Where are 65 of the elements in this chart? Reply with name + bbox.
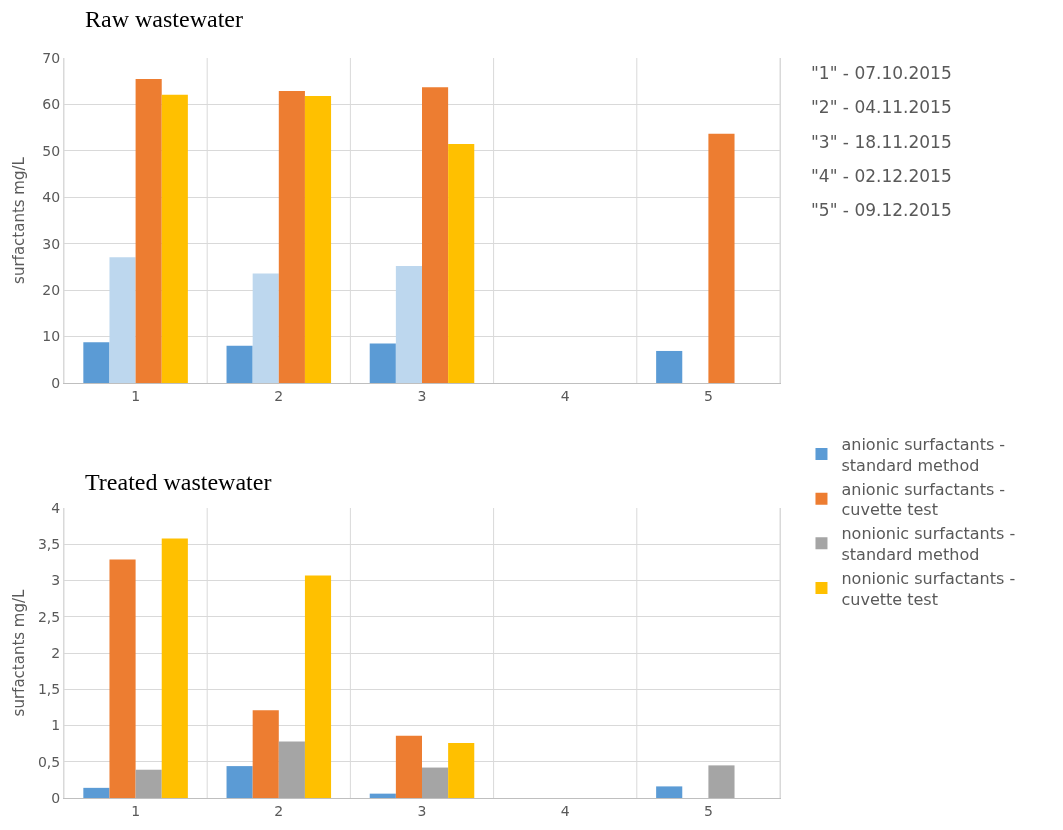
x-tick-label: 2 <box>274 802 284 819</box>
y-tick-label: 0 <box>51 789 61 806</box>
bar <box>708 133 735 383</box>
bar <box>422 87 449 383</box>
x-tick-label: 3 <box>417 387 427 404</box>
x-tick-label: 2 <box>274 387 284 404</box>
bar <box>656 786 683 798</box>
text: "5" - 09.12.2015 <box>811 200 952 220</box>
bar <box>448 143 475 383</box>
legend-label: nonionic surfactants - cuvette test <box>841 568 1016 609</box>
x-tick-label: 5 <box>703 387 713 404</box>
y-tick-label: 60 <box>42 96 61 113</box>
text: "1" - 07.10.2015 <box>811 63 952 83</box>
y-tick-label: 50 <box>42 142 61 159</box>
y-tick-label: 2 <box>51 644 61 661</box>
bar <box>83 342 110 383</box>
bar <box>109 559 136 798</box>
bar <box>422 767 449 798</box>
x-tick-label: 5 <box>703 802 713 819</box>
bar <box>656 350 683 383</box>
y-tick-label: 3,5 <box>37 536 61 553</box>
bar <box>135 769 162 798</box>
text: "4" - 02.12.2015 <box>811 166 952 186</box>
y-tick-label: 1,5 <box>37 681 61 698</box>
bar <box>278 741 305 798</box>
y-tick-label: 40 <box>42 189 61 206</box>
bar <box>448 742 475 798</box>
chart-title: Treated wastewater <box>85 468 272 495</box>
y-tick-label: 10 <box>42 328 61 345</box>
bar <box>161 94 188 383</box>
text: "3" - 18.11.2015 <box>811 132 952 152</box>
y-axis-title: surfactants mg/L <box>10 588 28 717</box>
bar <box>83 787 110 798</box>
bar <box>226 345 253 383</box>
y-tick-label: 1 <box>51 717 61 734</box>
text: "2" - 04.11.2015 <box>811 97 952 117</box>
bar <box>395 735 422 798</box>
bar <box>252 273 279 383</box>
y-tick-label: 0,5 <box>37 753 61 770</box>
y-tick-label: 20 <box>42 282 61 299</box>
bar <box>226 766 253 798</box>
bar <box>708 765 735 798</box>
x-tick-label: 1 <box>131 802 141 819</box>
y-tick-label: 3 <box>51 572 61 589</box>
bar <box>135 78 162 383</box>
bar <box>161 538 188 798</box>
y-tick-label: 70 <box>42 49 61 66</box>
y-axis-title: surfactants mg/L <box>10 156 28 284</box>
bar <box>278 90 305 383</box>
bar <box>369 343 396 383</box>
x-tick-label: 1 <box>131 387 141 404</box>
x-tick-label: 4 <box>560 802 570 819</box>
y-tick-label: 2,5 <box>37 608 61 625</box>
y-tick-label: 4 <box>51 499 61 516</box>
chart-title: Raw wastewater <box>85 6 243 33</box>
y-tick-label: 0 <box>51 374 61 391</box>
bar <box>395 266 422 383</box>
bar <box>109 257 136 383</box>
bar <box>304 96 332 383</box>
bar <box>252 710 279 798</box>
y-tick-label: 30 <box>42 235 61 252</box>
x-tick-label: 4 <box>560 387 570 404</box>
bar <box>304 575 332 798</box>
bar <box>369 793 396 798</box>
x-tick-label: 3 <box>417 802 427 819</box>
